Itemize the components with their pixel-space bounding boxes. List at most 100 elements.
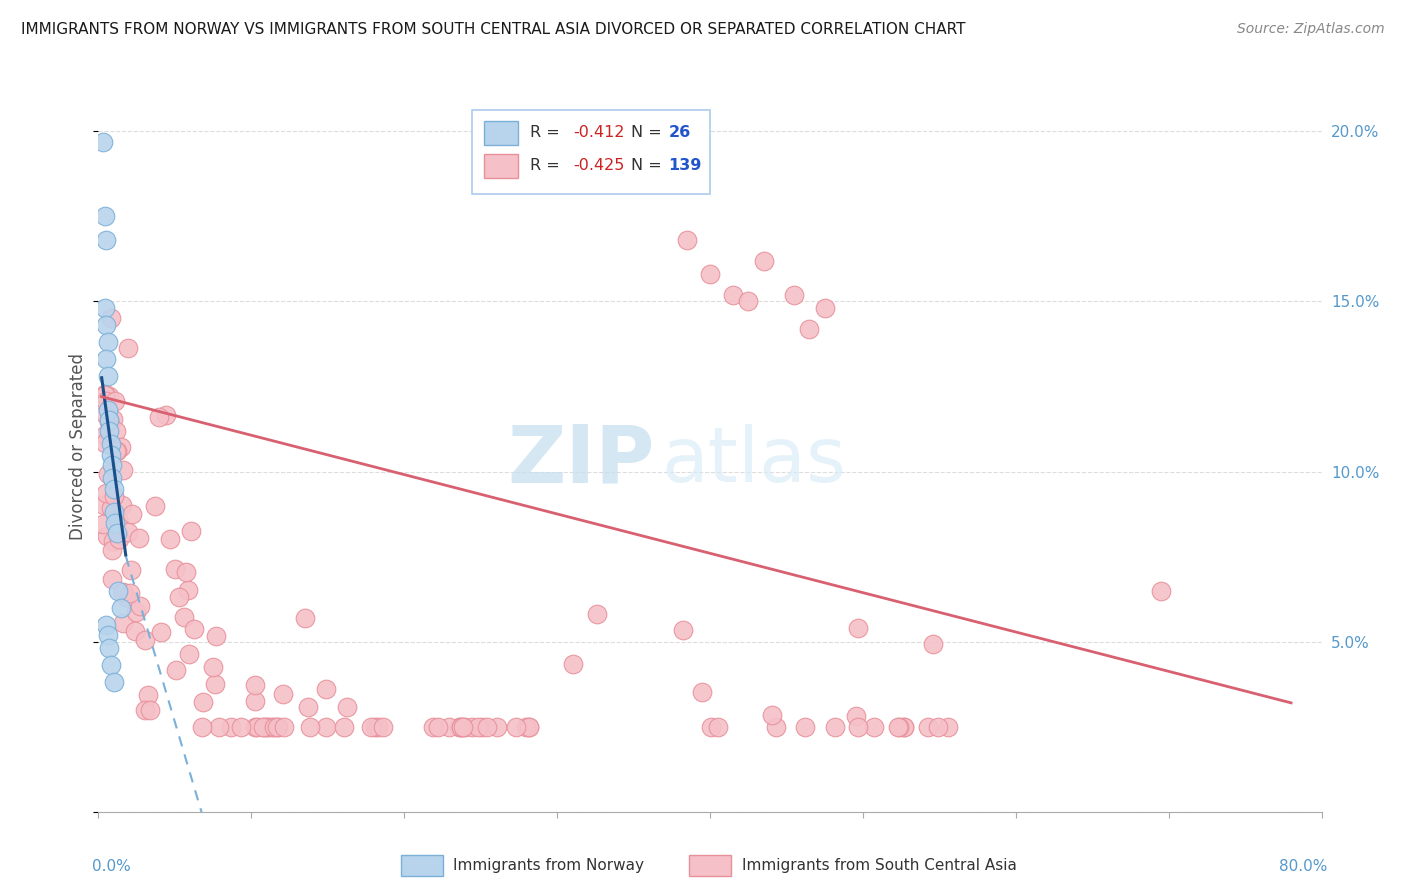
Point (163, 561, 186, 575)
Point (793, 720, 815, 734)
Point (229, 720, 252, 734)
Point (267, 720, 290, 734)
Point (174, 565, 197, 579)
Point (105, 525, 128, 540)
Point (100, 311, 122, 326)
Point (98, 413, 121, 427)
Point (139, 703, 162, 717)
Point (294, 611, 316, 625)
Point (561, 657, 583, 672)
Point (110, 499, 132, 513)
Point (336, 699, 359, 714)
Text: ZIP: ZIP (508, 422, 655, 500)
Point (1150, 583, 1173, 598)
Point (690, 685, 713, 699)
Point (105, 444, 128, 458)
Point (101, 542, 124, 557)
Point (94, 352, 117, 367)
Point (110, 440, 132, 454)
Point (105, 444, 128, 458)
Point (437, 720, 460, 734)
Point (887, 720, 910, 734)
Point (97, 628, 120, 642)
Point (97, 403, 120, 417)
Point (91, 135, 114, 149)
Text: 0.0%: 0.0% (93, 859, 131, 874)
Point (177, 583, 200, 598)
Point (98, 424, 121, 438)
Point (471, 720, 494, 734)
Point (917, 720, 939, 734)
Point (893, 720, 915, 734)
Point (107, 583, 129, 598)
Point (814, 301, 837, 316)
Point (159, 532, 181, 546)
Point (117, 525, 139, 540)
Point (676, 233, 699, 247)
FancyBboxPatch shape (484, 154, 517, 178)
Point (707, 720, 730, 734)
Point (104, 394, 127, 409)
Point (450, 720, 472, 734)
Point (125, 605, 148, 619)
Point (761, 708, 783, 723)
Point (155, 408, 177, 422)
Point (101, 412, 124, 426)
Point (108, 532, 131, 546)
Point (101, 458, 124, 472)
Point (93, 428, 115, 442)
Point (94, 617, 117, 632)
Point (477, 720, 499, 734)
Point (360, 720, 382, 734)
Point (846, 720, 869, 734)
Point (450, 720, 472, 734)
Point (111, 463, 134, 477)
Point (98, 389, 121, 403)
Point (91, 517, 114, 532)
Point (143, 499, 166, 513)
Point (461, 720, 484, 734)
Point (136, 689, 159, 703)
Point (243, 694, 266, 708)
Point (93, 210, 115, 224)
Point (112, 615, 135, 630)
Point (94, 233, 117, 247)
Point (149, 625, 172, 640)
Point (371, 720, 394, 734)
Point (121, 507, 143, 521)
Point (297, 700, 319, 714)
Point (120, 563, 142, 577)
Point (422, 720, 444, 734)
Point (315, 682, 337, 697)
Point (447, 720, 470, 734)
Point (94, 486, 117, 500)
Point (101, 572, 124, 586)
Text: -0.425: -0.425 (574, 159, 624, 173)
Text: R =: R = (530, 126, 565, 140)
Point (93, 499, 115, 513)
Point (245, 720, 267, 734)
Text: Source: ZipAtlas.com: Source: ZipAtlas.com (1237, 22, 1385, 37)
Point (863, 720, 886, 734)
Point (245, 677, 267, 691)
Point (134, 703, 156, 717)
Point (96, 393, 118, 408)
Point (672, 623, 695, 637)
Point (103, 675, 125, 690)
Text: Immigrants from Norway: Immigrants from Norway (453, 858, 644, 872)
Point (103, 489, 125, 503)
Point (246, 720, 269, 734)
Point (256, 720, 278, 734)
Point (846, 621, 869, 635)
Point (752, 253, 775, 268)
Point (103, 482, 125, 496)
Point (221, 720, 243, 734)
Point (191, 695, 214, 709)
Point (783, 287, 806, 301)
Point (367, 720, 389, 734)
Point (173, 610, 195, 624)
Point (104, 516, 127, 530)
Point (165, 663, 187, 677)
Point (505, 720, 527, 734)
Text: -0.412: -0.412 (574, 126, 624, 140)
